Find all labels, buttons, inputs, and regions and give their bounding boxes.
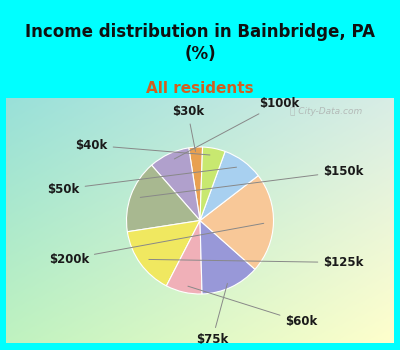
Text: $100k: $100k: [174, 97, 299, 159]
Wedge shape: [189, 147, 202, 220]
Text: $30k: $30k: [172, 105, 204, 152]
Wedge shape: [200, 220, 255, 294]
Wedge shape: [200, 152, 258, 220]
Text: $150k: $150k: [140, 165, 364, 197]
Text: $60k: $60k: [188, 286, 318, 329]
Text: $125k: $125k: [149, 256, 364, 269]
Wedge shape: [200, 147, 225, 220]
Text: Income distribution in Bainbridge, PA
(%): Income distribution in Bainbridge, PA (%…: [25, 23, 375, 63]
Text: $200k: $200k: [49, 223, 264, 266]
Text: ⓘ City-Data.com: ⓘ City-Data.com: [290, 107, 362, 117]
Wedge shape: [152, 148, 200, 220]
Wedge shape: [127, 220, 200, 286]
Wedge shape: [126, 165, 200, 232]
Text: $50k: $50k: [47, 167, 236, 196]
Text: $40k: $40k: [75, 139, 210, 155]
Text: All residents: All residents: [146, 81, 254, 96]
Wedge shape: [200, 176, 274, 269]
Text: $75k: $75k: [196, 284, 228, 346]
Wedge shape: [166, 220, 202, 294]
